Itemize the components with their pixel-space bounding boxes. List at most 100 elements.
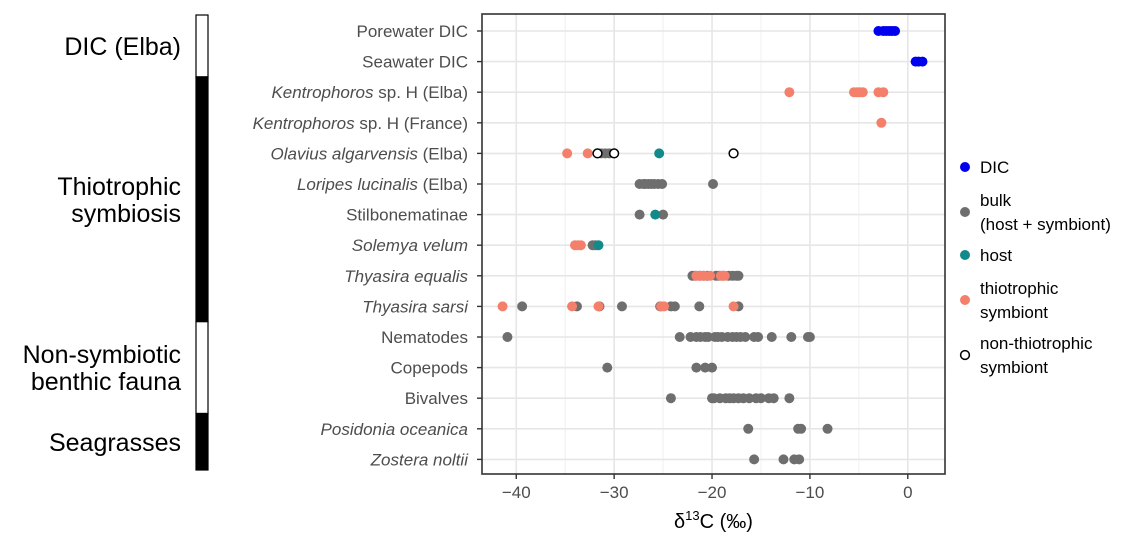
x-tick-label: −20 (698, 483, 727, 502)
group-bar-segment (195, 14, 209, 78)
data-point-bulk (744, 393, 755, 404)
category-label: Thyasira equalis (344, 267, 468, 286)
category-label: Kentrophoros sp. H (Elba) (271, 83, 468, 102)
data-point-thio (719, 270, 730, 281)
group-sidebar (195, 14, 209, 471)
x-axis: −40 −30 −20 −10 0 (502, 474, 913, 502)
group-bar-segment (195, 321, 209, 415)
data-point-bulk (778, 454, 789, 465)
category-label-suffix: (Elba) (418, 144, 468, 163)
data-point-bulk (743, 423, 754, 434)
data-point-bulk (657, 179, 668, 189)
legend-key-host (960, 250, 970, 260)
category-label-text: Porewater DIC (357, 22, 468, 41)
category-label-text: Seawater DIC (362, 53, 468, 72)
category-label: Stilbonematinae (346, 206, 468, 225)
data-point-nonthio (592, 148, 603, 159)
x-axis-title: δ13C (‰) (674, 508, 753, 533)
category-label: Bivalves (405, 389, 468, 408)
data-point-bulk (616, 301, 627, 312)
data-point-thio (878, 87, 889, 98)
category-label: Posidonia oceanica (321, 420, 468, 439)
data-point-nonthio (728, 148, 739, 159)
data-point-bulk (502, 332, 513, 342)
category-label: Zostera noltii (370, 450, 470, 469)
x-axis-title-main: δ (674, 511, 685, 533)
legend-label: non-thiotrophic (980, 334, 1093, 353)
data-point-thio (728, 301, 739, 312)
x-tick-label: −40 (502, 483, 531, 502)
data-point-bulk (691, 362, 702, 373)
data-point-bulk (755, 393, 766, 404)
data-point-DIC (890, 26, 901, 36)
category-label: Olavius algarvensis (Elba) (271, 144, 468, 163)
data-point-host (654, 148, 665, 159)
x-axis-title-superscript: 13 (685, 508, 699, 523)
legend: DIC bulk (host + symbiont) host thiotrophic s… (959, 158, 1111, 377)
category-label-italic: Kentrophoros (271, 83, 374, 102)
group-label: Thiotrophic (57, 173, 181, 201)
category-label-italic: Zostera noltii (370, 450, 470, 469)
group-label: Non-symbiotic (23, 341, 181, 369)
data-point-bulk (749, 454, 760, 465)
data-point-thio (575, 240, 586, 251)
category-label: Solemya velum (352, 236, 468, 255)
data-point-bulk (794, 454, 805, 465)
data-point-thio (876, 117, 887, 128)
data-point-bulk (784, 393, 795, 404)
legend-key-nonthio (959, 349, 971, 361)
data-point-bulk (602, 362, 613, 373)
data-point-thio (705, 270, 716, 281)
category-label: Porewater DIC (357, 22, 468, 41)
category-label-text: Copepods (390, 359, 468, 378)
data-point-bulk (658, 209, 669, 220)
category-label-text: Bivalves (405, 389, 468, 408)
legend-key-thio (960, 295, 970, 305)
data-point-thio (582, 148, 593, 159)
data-point-bulk (708, 179, 719, 189)
data-point-bulk (665, 393, 676, 404)
group-bar-segment (195, 76, 209, 323)
data-point-host (593, 240, 604, 251)
x-tick-label: −10 (795, 483, 824, 502)
category-label-italic: Thyasira sarsi (362, 297, 469, 316)
data-point-thio (857, 87, 868, 98)
x-tick-label: −30 (600, 483, 629, 502)
group-label: symbiosis (71, 200, 181, 228)
data-point-thio (562, 148, 573, 159)
category-label-italic: Posidonia oceanica (321, 420, 468, 439)
data-point-DIC (917, 56, 928, 67)
data-point-bulk (753, 332, 764, 342)
group-label: benthic fauna (31, 368, 181, 396)
data-point-bulk (674, 332, 685, 342)
legend-label: (host + symbiont) (980, 215, 1111, 234)
legend-label: symbiont (980, 303, 1048, 322)
category-label-text: Nematodes (381, 328, 468, 347)
category-label-suffix: sp. H (France) (355, 114, 468, 133)
data-point-thio (784, 87, 795, 98)
group-label: DIC (Elba) (64, 33, 181, 61)
data-point-bulk (822, 423, 833, 434)
data-point-bulk (733, 270, 744, 281)
data-point-bulk (694, 301, 705, 312)
x-tick-label: 0 (903, 483, 912, 502)
data-point-bulk (796, 423, 807, 434)
legend-label: host (980, 246, 1012, 265)
group-label: Seagrasses (49, 429, 181, 457)
data-point-bulk (669, 301, 680, 312)
plot-panel (482, 14, 945, 474)
category-label: Nematodes (381, 328, 468, 347)
category-label: Copepods (390, 359, 468, 378)
category-label-italic: Thyasira equalis (344, 267, 468, 286)
category-label-italic: Kentrophoros (253, 114, 356, 133)
category-label-italic: Solemya velum (352, 236, 468, 255)
data-point-thio (659, 301, 670, 312)
data-point-bulk (786, 332, 797, 342)
legend-key-DIC (960, 162, 970, 172)
legend-key-bulk (960, 207, 970, 217)
data-point-nonthio (608, 148, 620, 159)
category-label: Kentrophoros sp. H (France) (253, 114, 468, 133)
data-point-thio (593, 301, 604, 312)
